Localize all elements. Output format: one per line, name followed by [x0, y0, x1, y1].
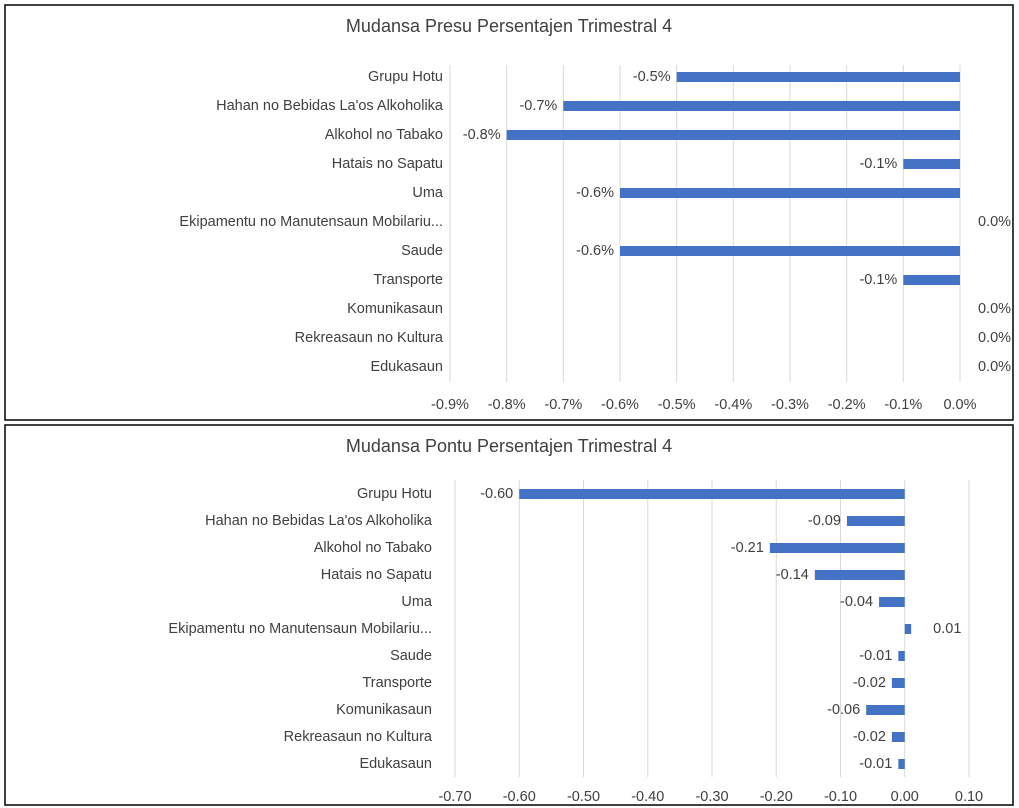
category-label: Saude [401, 243, 443, 259]
bar [903, 275, 960, 285]
x-tick-label: -0.1% [884, 397, 922, 413]
x-tick-label: -0.70 [438, 789, 471, 805]
category-label: Rekreasaun no Kultura [295, 330, 444, 346]
category-label: Transporte [362, 675, 432, 691]
bar [904, 624, 912, 634]
value-label: -0.09 [808, 513, 841, 529]
value-label: -0.5% [633, 69, 671, 85]
bar [769, 543, 905, 553]
value-label: -0.02 [853, 729, 886, 745]
bar [891, 732, 905, 742]
value-label: 0.0% [978, 330, 1011, 346]
x-tick-label: -0.40 [631, 789, 664, 805]
bar [620, 246, 960, 256]
value-label: -0.6% [576, 243, 614, 259]
value-label: -0.21 [731, 540, 764, 556]
value-label: -0.8% [463, 127, 501, 143]
value-label: -0.01 [859, 648, 892, 664]
bar [563, 101, 960, 111]
value-label: -0.1% [859, 156, 897, 172]
x-tick-label: -0.60 [503, 789, 536, 805]
chart-frame [4, 4, 1014, 421]
bar [891, 678, 905, 688]
value-label: -0.14 [776, 567, 809, 583]
bar [519, 489, 905, 499]
value-label: -0.60 [480, 486, 513, 502]
category-label: Hahan no Bebidas La'os Alkoholika [216, 98, 444, 114]
category-label: Grupu Hotu [357, 486, 432, 502]
x-tick-label: -0.9% [431, 397, 469, 413]
category-label: Edukasaun [370, 359, 443, 375]
chart-title: Mudansa Pontu Persentajen Trimestral 4 [346, 436, 672, 456]
category-label: Alkohol no Tabako [314, 540, 432, 556]
category-label: Grupu Hotu [368, 69, 443, 85]
chart-frame [4, 424, 1014, 806]
x-tick-label: -0.7% [544, 397, 582, 413]
category-label: Hahan no Bebidas La'os Alkoholika [205, 513, 433, 529]
x-tick-label: -0.2% [828, 397, 866, 413]
bar [898, 651, 905, 661]
category-label: Saude [390, 648, 432, 664]
value-label: -0.7% [519, 98, 557, 114]
x-tick-label: 0.00 [891, 789, 919, 805]
bar [903, 159, 960, 169]
x-tick-label: -0.50 [567, 789, 600, 805]
x-tick-label: 0.10 [955, 789, 983, 805]
category-label: Rekreasaun no Kultura [284, 729, 433, 745]
bar [620, 188, 960, 198]
bar [506, 130, 960, 140]
category-label: Komunikasaun [347, 301, 443, 317]
x-tick-label: -0.6% [601, 397, 639, 413]
category-label: Ekipamentu no Manutensaun Mobilariu... [179, 214, 443, 230]
bar [898, 759, 905, 769]
x-tick-label: -0.20 [760, 789, 793, 805]
category-label: Hatais no Sapatu [332, 156, 443, 172]
x-tick-label: -0.4% [714, 397, 752, 413]
x-tick-label: -0.30 [695, 789, 728, 805]
value-label: -0.6% [576, 185, 614, 201]
value-label: -0.06 [827, 702, 860, 718]
value-label: 0.0% [978, 301, 1011, 317]
value-label: 0.01 [933, 621, 961, 637]
bar [814, 570, 905, 580]
x-tick-label: -0.3% [771, 397, 809, 413]
value-label: -0.1% [859, 272, 897, 288]
category-label: Alkohol no Tabako [325, 127, 443, 143]
category-label: Hatais no Sapatu [321, 567, 432, 583]
value-label: 0.0% [978, 214, 1011, 230]
value-label: 0.0% [978, 359, 1011, 375]
category-label: Edukasaun [359, 756, 432, 772]
bar [676, 72, 960, 82]
category-label: Komunikasaun [336, 702, 432, 718]
category-label: Uma [412, 185, 444, 201]
category-label: Ekipamentu no Manutensaun Mobilariu... [168, 621, 432, 637]
category-label: Uma [401, 594, 433, 610]
x-tick-label: -0.10 [824, 789, 857, 805]
value-label: -0.01 [859, 756, 892, 772]
chart-title: Mudansa Presu Persentajen Trimestral 4 [346, 16, 672, 36]
x-tick-label: -0.8% [488, 397, 526, 413]
value-label: -0.04 [840, 594, 873, 610]
bar [866, 705, 905, 715]
value-label: -0.02 [853, 675, 886, 691]
bar [846, 516, 905, 526]
category-label: Transporte [373, 272, 443, 288]
x-tick-label: 0.0% [943, 397, 976, 413]
x-tick-label: -0.5% [658, 397, 696, 413]
bar [879, 597, 905, 607]
